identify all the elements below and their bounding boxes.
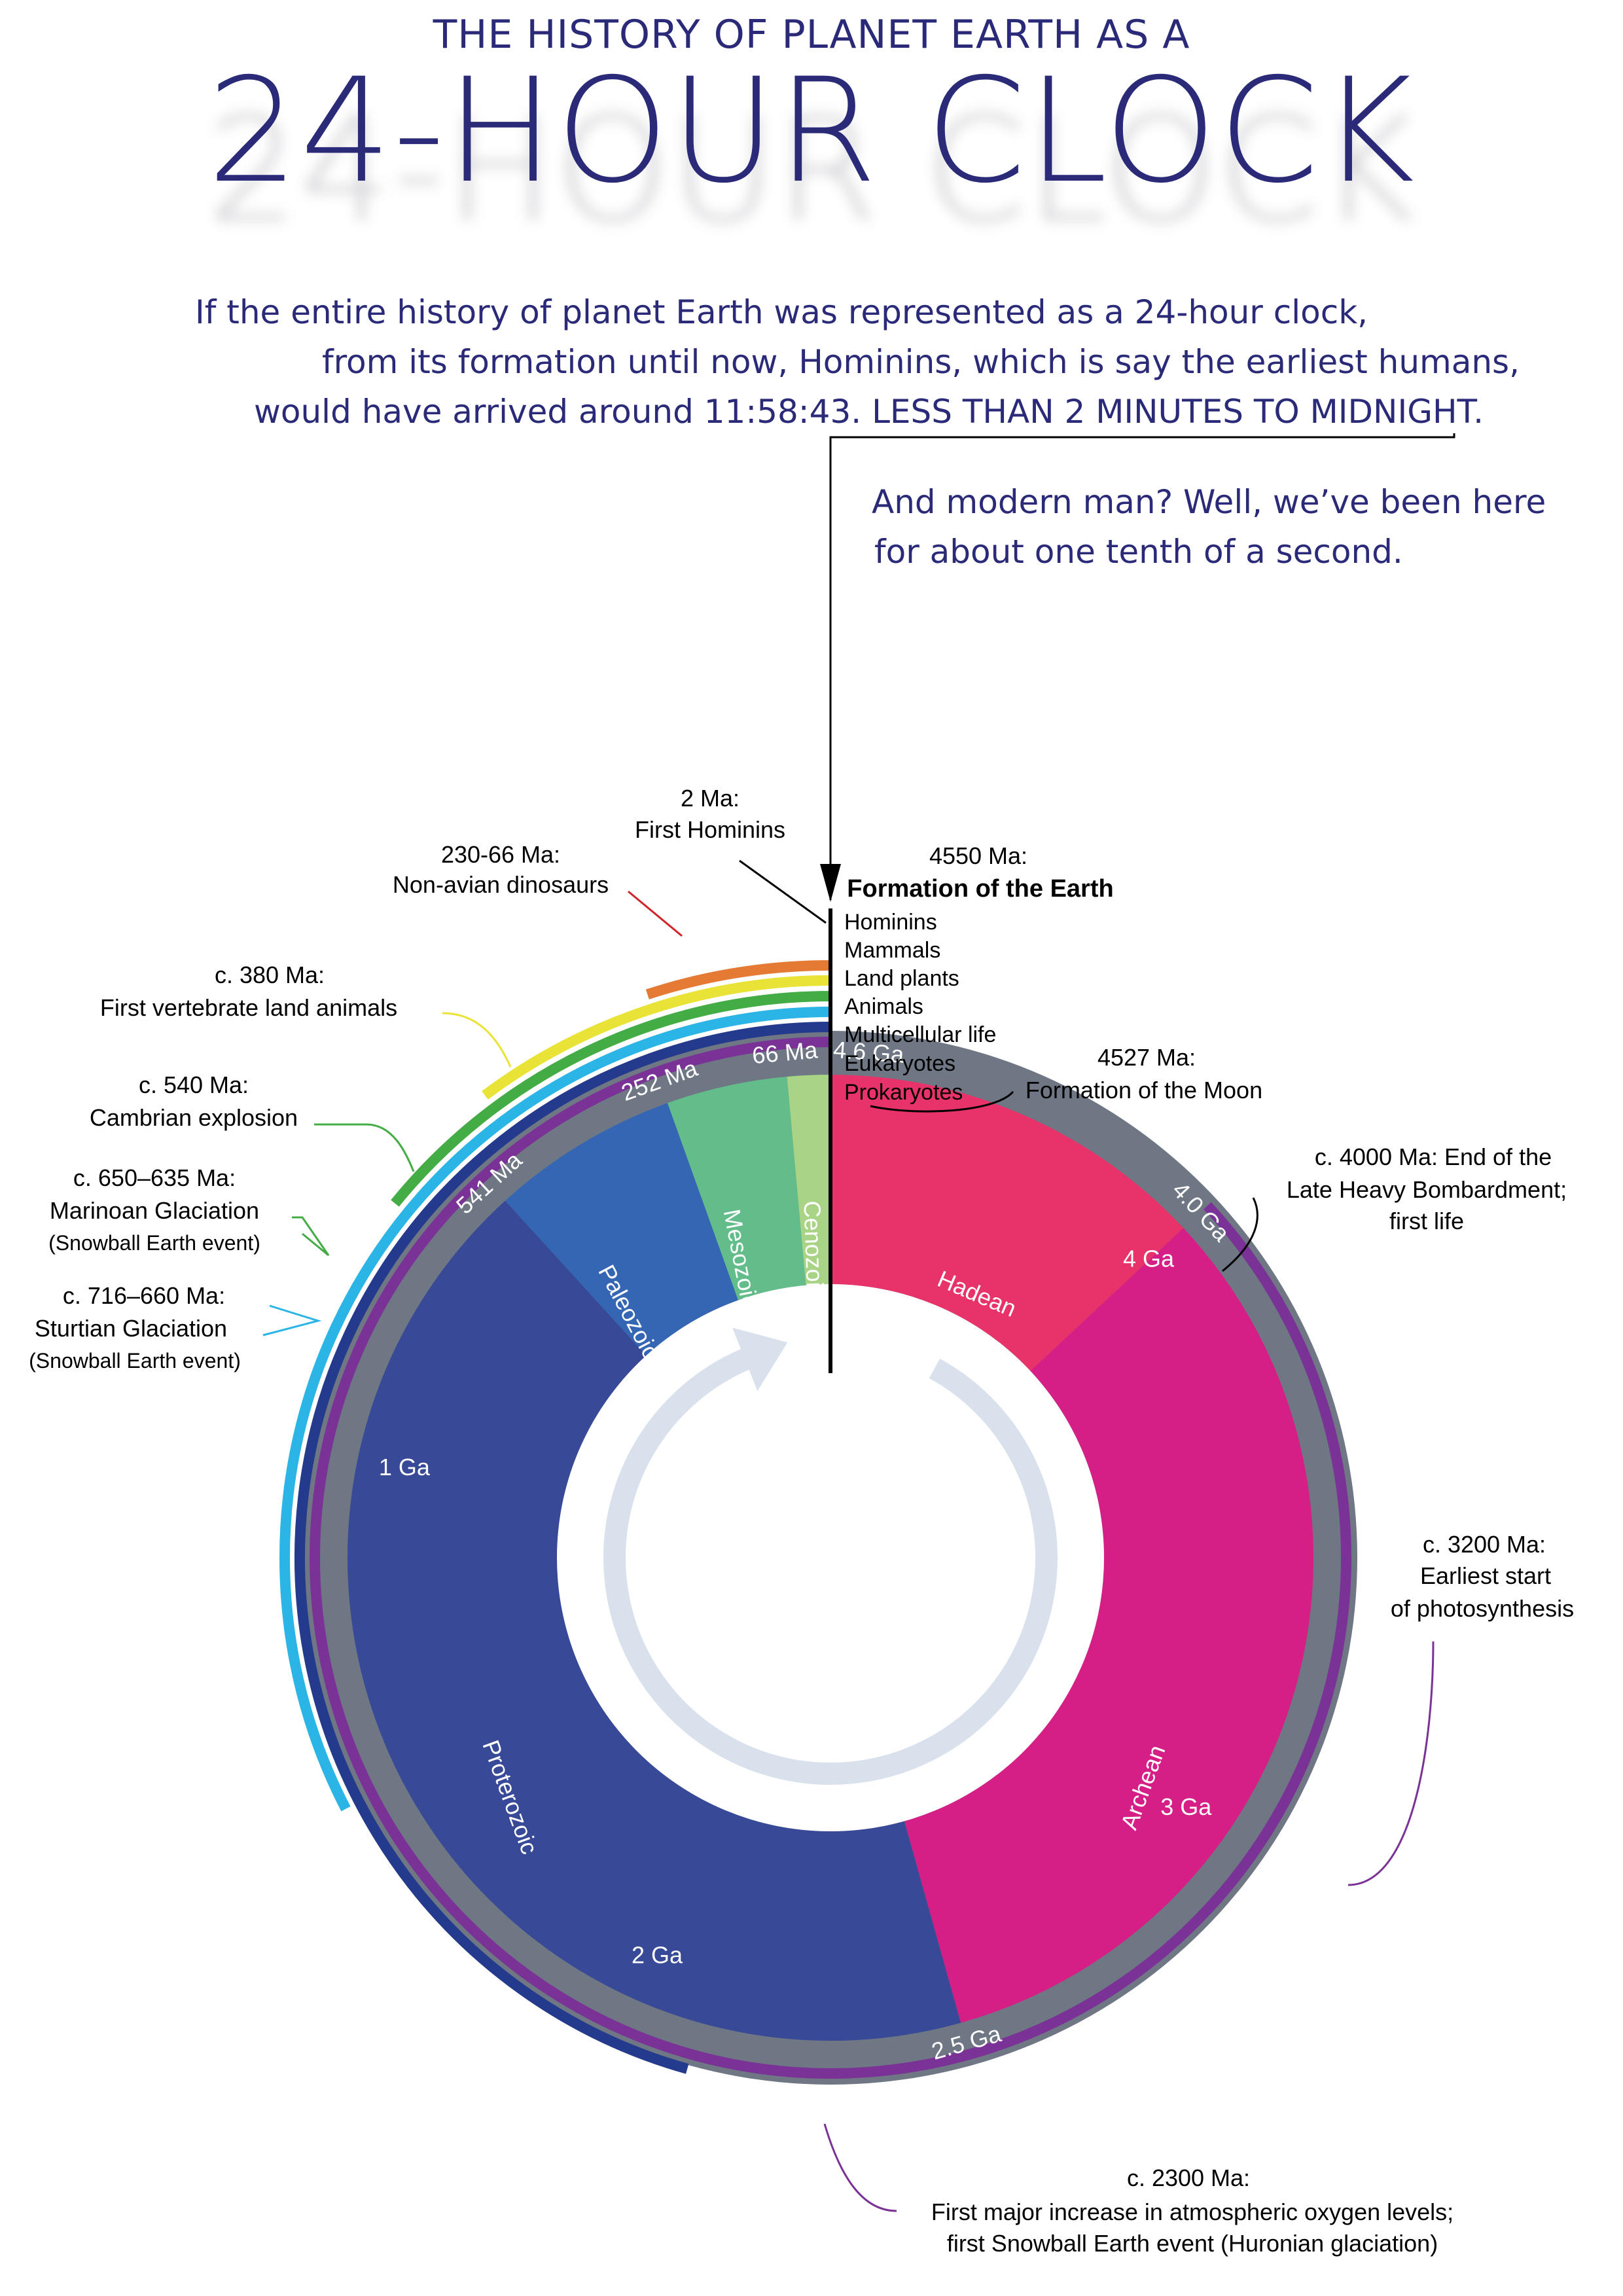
ann-lhb-sub: first life xyxy=(1389,1208,1464,1234)
wedge-cenozoic xyxy=(787,1075,830,1285)
scale-label-0: 4 Ga xyxy=(1123,1246,1175,1272)
label-cenozoic: Cenozoic xyxy=(798,1200,829,1299)
legend-multicellular: Multicellular life xyxy=(844,1022,996,1047)
life-legend: Hominins Mammals Land plants Animals Mul… xyxy=(844,910,996,1105)
ann-oxygen-title: c. 2300 Ma: xyxy=(1127,2164,1250,2191)
ann-cambrian-text: Cambrian explosion xyxy=(90,1104,298,1131)
leader-lhb xyxy=(1222,1197,1258,1272)
ann-lhb-text: Late Heavy Bombardment; xyxy=(1287,1176,1567,1203)
clockwise-arrow-icon xyxy=(603,1346,1058,1785)
leader-vertebrates xyxy=(442,1012,512,1067)
modern-line-2: for about one tenth of a second. xyxy=(874,533,1403,571)
wedge-paleozoic xyxy=(505,1103,738,1356)
ann-vert-title: c. 380 Ma: xyxy=(215,961,325,988)
ann-cambrian-title: c. 540 Ma: xyxy=(139,1071,249,1098)
ring-label-0: 4.6 Ga xyxy=(832,1036,906,1068)
ann-moon-title: 4527 Ma: xyxy=(1097,1044,1196,1071)
legend-hominins: Hominins xyxy=(844,910,937,935)
scale-label-2: 2 Ga xyxy=(632,1941,683,1968)
ann-marinoan-sub: (Snowball Earth event) xyxy=(48,1231,260,1255)
ann-marinoan-text: Marinoan Glaciation xyxy=(50,1197,259,1224)
legend-mammals: Mammals xyxy=(844,938,940,963)
legend-eukaryotes: Eukaryotes xyxy=(844,1051,955,1076)
legend-prokaryotes: Prokaryotes xyxy=(844,1080,963,1105)
ann-marinoan-title: c. 650–635 Ma: xyxy=(73,1164,236,1191)
leader-dinosaurs xyxy=(628,890,683,937)
life-arc-prokaryotes xyxy=(310,1037,1351,2079)
ann-oxygen-sub: first Snowball Earth event (Huronian gla… xyxy=(947,2230,1438,2257)
wedge-hadean xyxy=(830,1075,1184,1371)
page-subtitle: THE HISTORY OF PLANET EARTH AS A xyxy=(433,12,1190,58)
ann-dino-title: 230-66 Ma: xyxy=(441,841,560,868)
wedge-mesozoic xyxy=(667,1076,806,1300)
ann-photo-title: c. 3200 Ma: xyxy=(1423,1531,1546,1558)
legend-land-plants: Land plants xyxy=(844,966,959,991)
leader-marinoan xyxy=(292,1216,330,1257)
ann-sturtian-text: Sturtian Glaciation xyxy=(35,1315,227,1342)
ann-oxygen-text: First major increase in atmospheric oxyg… xyxy=(931,2198,1454,2225)
page-title: 24-HOUR CLOCK xyxy=(207,47,1416,215)
scale-label-3: 1 Ga xyxy=(379,1454,431,1480)
ann-earth-title: 4550 Ma: xyxy=(929,842,1027,869)
intro-line-3: would have arrived around 11:58:43. LESS… xyxy=(254,393,1484,431)
ann-earth-text: Formation of the Earth xyxy=(847,875,1113,903)
wedge-proterozoic xyxy=(348,1200,961,2041)
intro-line-2: from its formation until now, Hominins, … xyxy=(322,343,1520,381)
clockwise-arrowhead-icon xyxy=(732,1327,788,1391)
leader-cambrian xyxy=(314,1123,415,1172)
ann-dino-text: Non-avian dinosaurs xyxy=(393,871,609,898)
life-arc-eukaryotes xyxy=(294,1022,830,2074)
leader-sturtian xyxy=(262,1304,322,1336)
ann-moon-text: Formation of the Moon xyxy=(1026,1077,1262,1103)
ann-photo-text: Earliest start xyxy=(1420,1562,1551,1589)
leader-moon xyxy=(870,1090,1014,1113)
midnight-pointer-arrowhead xyxy=(820,864,841,902)
scale-label-1: 3 Ga xyxy=(1160,1793,1212,1820)
inner-hole xyxy=(557,1284,1104,1831)
wedge-archean xyxy=(904,1228,1313,2023)
midnight-pointer-line xyxy=(829,433,1455,900)
title-shadow: 24-HOUR CLOCK xyxy=(207,86,1416,254)
leader-hominins xyxy=(739,859,827,924)
ann-photo-sub: of photosynthesis xyxy=(1391,1595,1574,1622)
leader-oxygen xyxy=(823,2123,897,2212)
ann-vert-text: First vertebrate land animals xyxy=(100,994,397,1021)
ann-hominins-text: First Hominins xyxy=(635,816,785,843)
ann-hominins-title: 2 Ma: xyxy=(681,785,740,812)
legend-animals: Animals xyxy=(844,994,923,1019)
intro-line-1: If the entire history of planet Earth wa… xyxy=(195,293,1368,331)
life-arc-land-plants xyxy=(482,975,830,1100)
modern-line-1: And modern man? Well, we’ve been here xyxy=(872,483,1546,521)
leader-photosynthesis xyxy=(1347,1641,1435,1886)
ann-sturtian-sub: (Snowball Earth event) xyxy=(29,1349,241,1372)
ann-lhb-title: c. 4000 Ma: End of the xyxy=(1315,1143,1552,1170)
ann-sturtian-title: c. 716–660 Ma: xyxy=(63,1282,225,1309)
life-arc-mammals xyxy=(645,960,830,999)
life-arc-multicellular-life xyxy=(279,1007,830,1812)
ring-label-5: 66 Ma xyxy=(751,1036,819,1069)
life-arc-animals xyxy=(391,991,830,1207)
